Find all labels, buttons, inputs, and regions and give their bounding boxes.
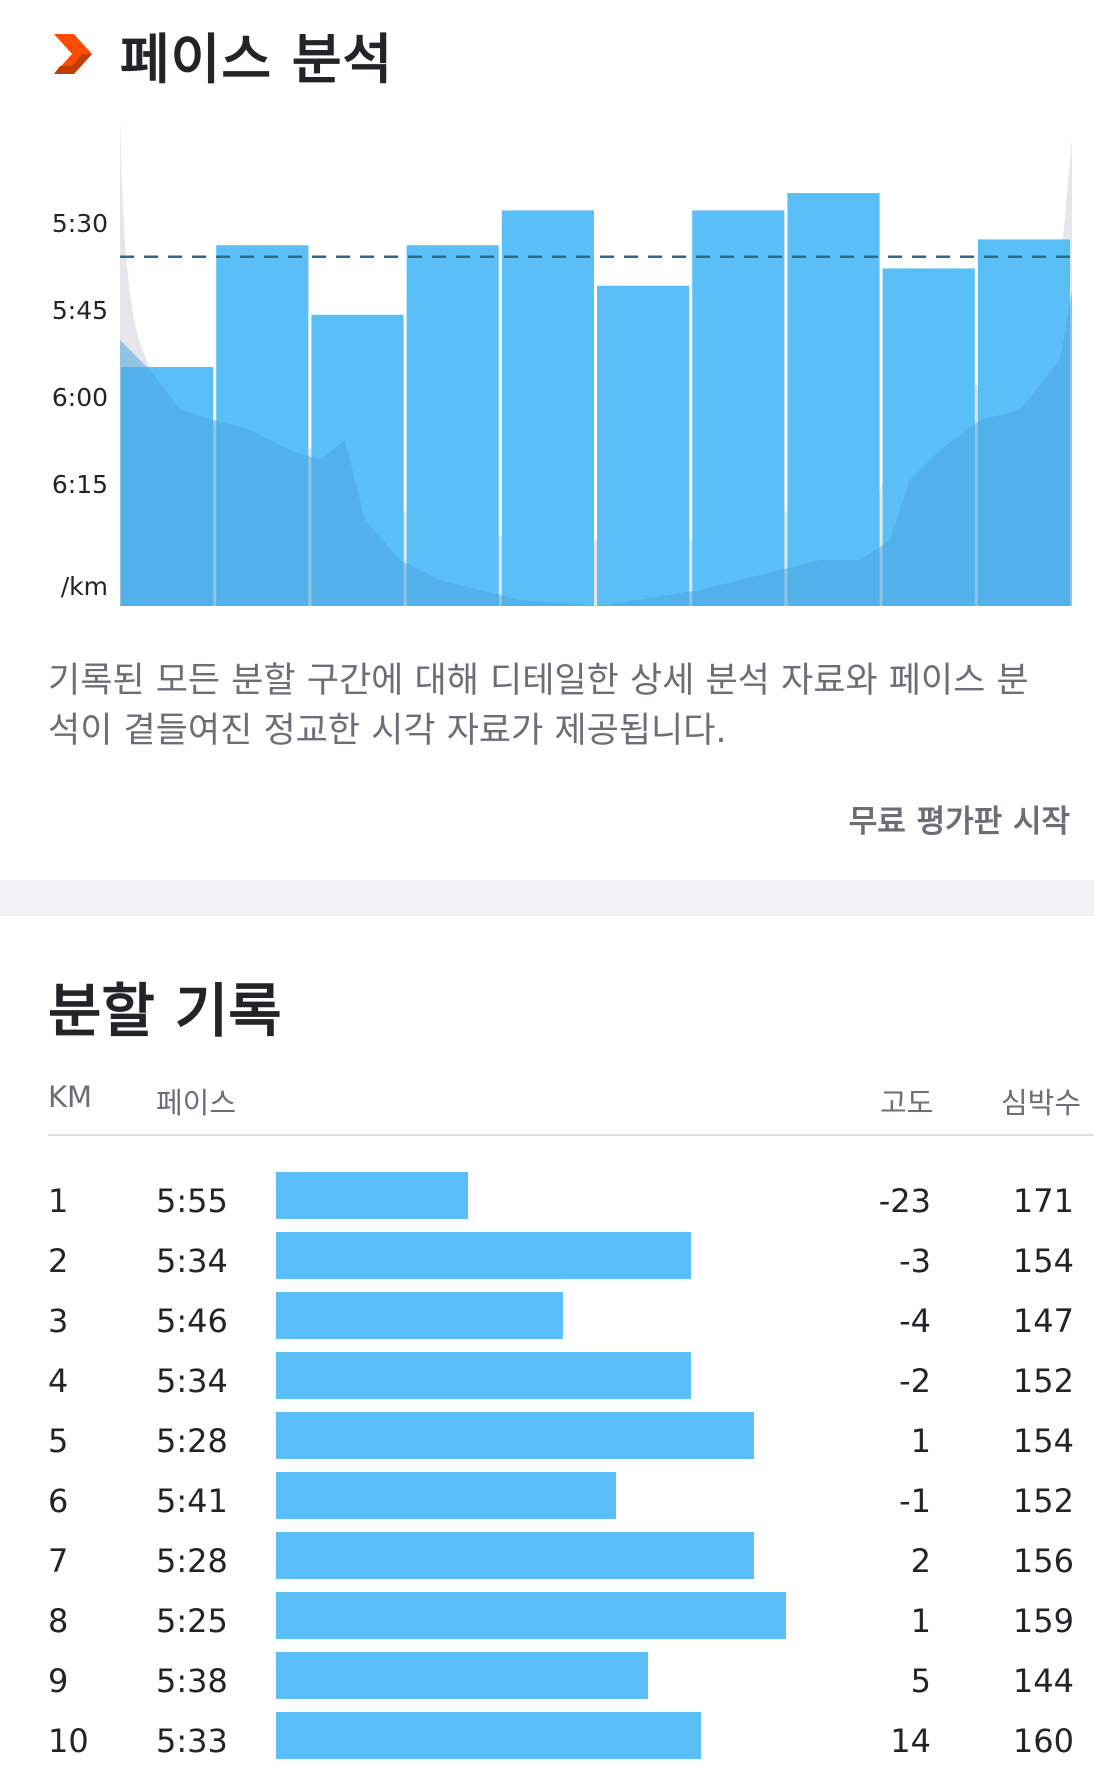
- split-elevation: 2: [910, 1542, 931, 1580]
- table-row: 5 5:28 1 154: [0, 1412, 1094, 1472]
- pace-bar: [406, 245, 499, 606]
- split-km: 4: [48, 1362, 69, 1400]
- table-header-divider: [48, 1134, 1094, 1136]
- column-header-heart-rate: 심박수: [1001, 1086, 1082, 1120]
- split-heart-rate: 144: [1012, 1662, 1074, 1700]
- pace-bar: [787, 193, 880, 606]
- split-km: 1: [48, 1182, 69, 1220]
- split-heart-rate: 154: [1012, 1422, 1074, 1460]
- split-pace: 5:38: [156, 1662, 228, 1700]
- split-pace-bar: [276, 1292, 563, 1339]
- splits-table-header: KM 페이스 고도 심박수: [48, 1080, 1094, 1134]
- split-elevation: 14: [890, 1722, 931, 1760]
- description-text: 기록된 모든 분할 구간에 대해 디테일한 상세 분석 자료와 페이스 분석이 …: [48, 661, 1029, 751]
- start-free-trial-button[interactable]: 무료 평가판 시작: [848, 804, 1070, 840]
- split-heart-rate: 147: [1012, 1302, 1074, 1340]
- y-tick-label: 5:30: [52, 209, 108, 238]
- split-heart-rate: 171: [1012, 1182, 1074, 1220]
- split-pace: 5:46: [156, 1302, 228, 1340]
- split-heart-rate: 152: [1012, 1482, 1074, 1520]
- section-divider: [0, 880, 1094, 916]
- split-pace-bar: [276, 1352, 691, 1399]
- split-pace: 5:28: [156, 1422, 228, 1460]
- split-heart-rate: 152: [1012, 1362, 1074, 1400]
- split-pace: 5:55: [156, 1182, 228, 1220]
- split-pace-bar: [276, 1592, 786, 1639]
- split-km: 6: [48, 1482, 69, 1520]
- split-elevation: -1: [899, 1482, 931, 1520]
- page-title: 페이스 분석: [120, 27, 394, 91]
- split-km: 5: [48, 1422, 69, 1460]
- split-pace: 5:25: [156, 1602, 228, 1640]
- y-tick-label: 6:15: [52, 470, 108, 499]
- split-pace-bar: [276, 1652, 648, 1699]
- split-pace-bar: [276, 1412, 754, 1459]
- split-km: 3: [48, 1302, 69, 1340]
- table-row: 4 5:34 -2 152: [0, 1352, 1094, 1412]
- split-km: 2: [48, 1242, 69, 1280]
- pace-bar: [501, 210, 594, 606]
- split-pace: 5:33: [156, 1722, 228, 1760]
- table-row: 6 5:41 -1 152: [0, 1472, 1094, 1532]
- table-row: 1 5:55 -23 171: [0, 1172, 1094, 1232]
- split-km: 7: [48, 1542, 69, 1580]
- section-header: 페이스 분석: [52, 24, 393, 91]
- split-heart-rate: 154: [1012, 1242, 1074, 1280]
- pace-analysis-section: 페이스 분석 5:30 5:45 6:00 6:15/km 기록된 모든 분할 구간에…: [0, 0, 1094, 880]
- pace-bar: [597, 285, 690, 606]
- split-heart-rate: 156: [1012, 1542, 1074, 1580]
- split-pace-bar: [276, 1472, 616, 1519]
- split-heart-rate: 160: [1012, 1722, 1074, 1760]
- column-header-km: KM: [48, 1080, 93, 1114]
- split-elevation: 5: [910, 1662, 931, 1700]
- split-heart-rate: 159: [1012, 1602, 1074, 1640]
- split-pace: 5:41: [156, 1482, 228, 1520]
- split-pace: 5:28: [156, 1542, 228, 1580]
- table-row: 2 5:34 -3 154: [0, 1232, 1094, 1292]
- pace-chart: 5:30 5:45 6:00 6:15/km: [52, 120, 1072, 606]
- split-km: 9: [48, 1662, 69, 1700]
- split-pace-bar: [276, 1532, 754, 1579]
- split-pace-bar: [276, 1172, 468, 1219]
- split-pace: 5:34: [156, 1242, 228, 1280]
- split-pace: 5:34: [156, 1362, 228, 1400]
- table-row: 10 5:33 14 160: [0, 1712, 1094, 1772]
- split-elevation: -23: [878, 1182, 931, 1220]
- split-km: 8: [48, 1602, 69, 1640]
- split-pace-bar: [276, 1232, 691, 1279]
- split-elevation: -3: [899, 1242, 931, 1280]
- column-header-elevation: 고도: [880, 1086, 934, 1120]
- splits-title: 분할 기록: [48, 977, 282, 1045]
- split-elevation: 1: [910, 1422, 931, 1460]
- pace-bar: [692, 210, 785, 606]
- chevron-right-icon: [54, 34, 92, 74]
- table-row: 8 5:25 1 159: [0, 1592, 1094, 1652]
- elevation-overlay: [120, 290, 1072, 606]
- y-tick-label: 5:45: [52, 296, 108, 325]
- y-tick-label: 6:00: [52, 383, 108, 412]
- table-row: 7 5:28 2 156: [0, 1532, 1094, 1592]
- split-elevation: -2: [899, 1362, 931, 1400]
- table-row: 3 5:46 -4 147: [0, 1292, 1094, 1352]
- split-elevation: 1: [910, 1602, 931, 1640]
- table-row: 9 5:38 5 144: [0, 1652, 1094, 1712]
- split-km: 10: [48, 1722, 89, 1760]
- y-unit-label: /km: [61, 572, 108, 601]
- column-header-pace: 페이스: [156, 1086, 237, 1120]
- split-pace-bar: [276, 1712, 701, 1759]
- split-elevation: -4: [899, 1302, 931, 1340]
